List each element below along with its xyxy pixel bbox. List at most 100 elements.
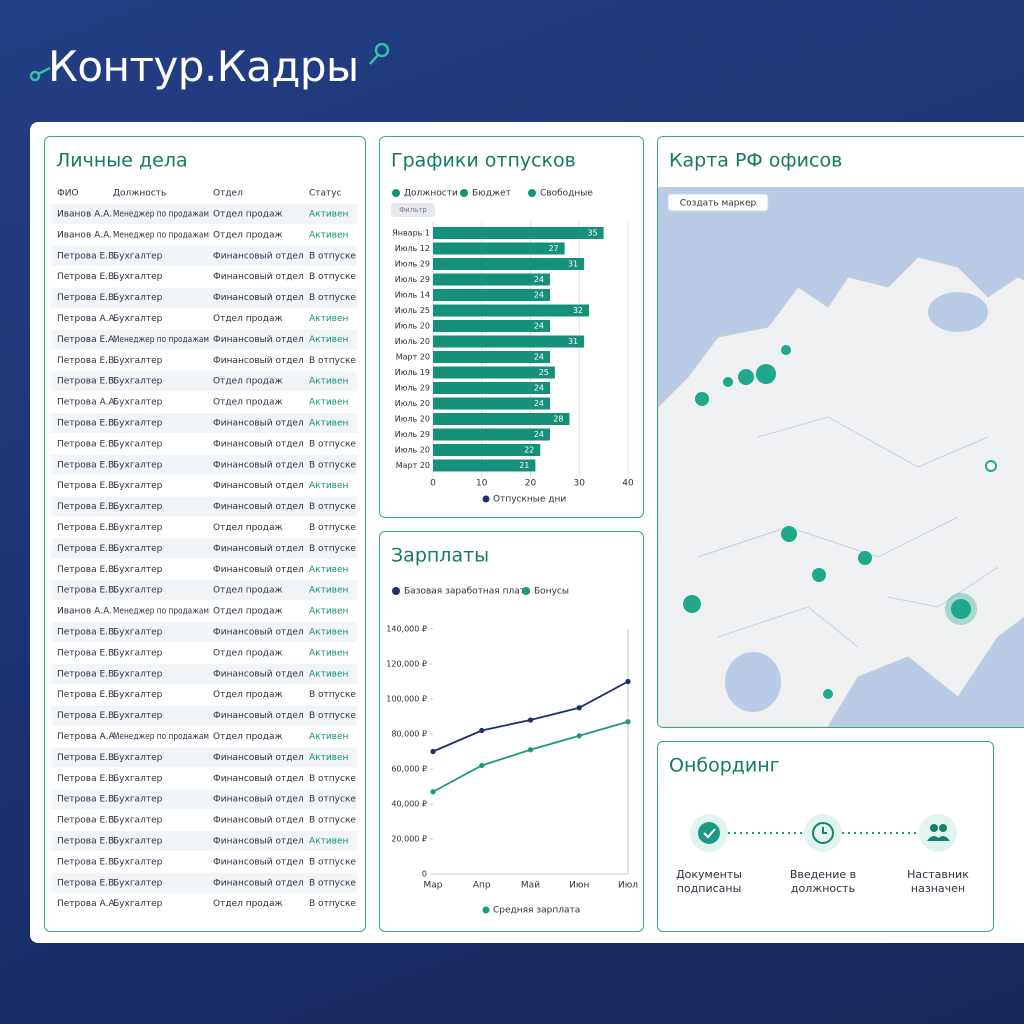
logo: Контур.Кадры bbox=[48, 42, 359, 91]
cell: Отдел продаж bbox=[213, 899, 283, 909]
map-button[interactable] bbox=[667, 193, 769, 212]
cell: Отдел продаж bbox=[213, 230, 283, 240]
cell: Петрова Е.В. bbox=[57, 251, 117, 261]
x-axis-label: Отпускные дни bbox=[493, 495, 566, 505]
cell: Петрова Е.В. bbox=[57, 272, 117, 282]
cell: Активен bbox=[309, 753, 349, 763]
marker bbox=[723, 377, 733, 387]
cell: В отпуске bbox=[309, 502, 356, 512]
cell: Отдел продаж bbox=[213, 377, 283, 387]
y-tick-label: Март 20 bbox=[396, 353, 430, 362]
caption-dot bbox=[482, 906, 490, 914]
legend-label: Свободные bbox=[540, 189, 593, 199]
cell: Активен bbox=[309, 230, 349, 240]
cell: Петрова Е.В. bbox=[57, 586, 117, 596]
filter-button[interactable] bbox=[391, 203, 435, 217]
cell: Активен bbox=[309, 335, 349, 345]
cell: В отпуске bbox=[309, 711, 356, 721]
onboarding-panel: Онбординг Документы подписаны Введение в до… bbox=[657, 741, 994, 932]
cell: В отпуске bbox=[309, 899, 356, 909]
cell: Отдел продаж bbox=[213, 314, 283, 324]
x-tick-label: 0 bbox=[430, 479, 436, 489]
cell: Финансовый отдел bbox=[213, 419, 304, 429]
cell: Петрова А.А. bbox=[57, 314, 117, 324]
legend-label: Бонусы bbox=[534, 587, 569, 597]
y-tick-label: Июль 19 bbox=[395, 368, 430, 377]
marker bbox=[812, 568, 826, 582]
map-button-label[interactable]: Создать маркер bbox=[680, 199, 757, 209]
map: Карта РФ офисов Создать маркер bbox=[658, 150, 1024, 727]
bar bbox=[433, 428, 550, 441]
cell: Менеджер по продажам bbox=[113, 210, 209, 220]
y-tick-label: Март 20 bbox=[396, 461, 430, 470]
cell: Финансовый отдел bbox=[213, 502, 304, 512]
map-panel: Карта РФ офисов Создать маркер bbox=[657, 136, 1024, 728]
cell: В отпуске bbox=[309, 293, 356, 303]
marker bbox=[683, 595, 701, 613]
cell: Иванов А.А. bbox=[57, 230, 112, 240]
legend-label: Базовая заработная плата bbox=[404, 587, 531, 597]
x-tick-label: 40 bbox=[622, 479, 634, 489]
x-tick-label: Июл bbox=[618, 881, 638, 891]
row-stripe bbox=[51, 413, 357, 433]
cell: Отдел продаж bbox=[213, 523, 283, 533]
cell: В отпуске bbox=[309, 356, 356, 366]
clock bbox=[812, 822, 834, 844]
cell: Бухгалтер bbox=[113, 774, 163, 784]
cell: Петрова Е.В. bbox=[57, 816, 117, 826]
y-tick-label: 80,000 ₽ bbox=[391, 730, 427, 739]
data-label: 24 bbox=[534, 322, 544, 331]
cell: Бухгалтер bbox=[113, 439, 163, 449]
row-stripe bbox=[51, 454, 357, 475]
marker bbox=[858, 551, 872, 565]
cell: Менеджер по продажам bbox=[113, 732, 209, 742]
cell: Бухгалтер bbox=[113, 669, 163, 679]
legend-swatch bbox=[460, 189, 468, 197]
bar bbox=[433, 227, 604, 239]
data-label: 24 bbox=[534, 384, 544, 393]
data-label: 24 bbox=[534, 291, 544, 300]
cell: Петрова Е.В. bbox=[57, 293, 117, 303]
y-tick-label: Июль 12 bbox=[395, 244, 430, 253]
cell: Отдел продаж bbox=[213, 210, 283, 220]
cell: Менеджер по продажам bbox=[113, 335, 209, 345]
bar bbox=[433, 413, 570, 425]
clock-hands bbox=[822, 827, 827, 834]
point bbox=[430, 789, 436, 795]
point bbox=[527, 747, 534, 753]
cell: Петрова Е.В. bbox=[57, 460, 117, 470]
cell: Активен bbox=[309, 481, 349, 491]
data-label: 27 bbox=[548, 244, 558, 253]
cell: Отдел продаж bbox=[213, 732, 283, 742]
step-label: Введение в должность bbox=[790, 868, 856, 895]
cell: Бухгалтер bbox=[113, 690, 163, 700]
cell: Активен bbox=[309, 419, 349, 429]
y-tick-label: Июль 29 bbox=[395, 384, 430, 393]
data-label: 31 bbox=[568, 260, 578, 269]
marker bbox=[781, 345, 791, 355]
data-label: 22 bbox=[524, 446, 534, 455]
step-label: Наставник назначен bbox=[907, 868, 969, 895]
step-icon bbox=[698, 822, 720, 844]
caption-dot bbox=[482, 495, 490, 503]
cell: Финансовый отдел bbox=[213, 335, 304, 345]
cell: Бухгалтер bbox=[113, 816, 163, 826]
y-tick-label: Июль 29 bbox=[395, 430, 430, 439]
y-tick-label: 40,000 ₽ bbox=[391, 800, 427, 809]
cell: Отдел продаж bbox=[213, 648, 283, 658]
column-header: Статус bbox=[309, 189, 342, 199]
cell: Бухгалтер bbox=[113, 648, 163, 658]
cell: Бухгалтер bbox=[113, 460, 163, 470]
cell: Петрова Е.В. bbox=[57, 523, 117, 533]
row-stripe bbox=[51, 580, 357, 601]
legend-swatch bbox=[392, 587, 400, 595]
cell: Бухгалтер bbox=[113, 899, 163, 909]
cell: Петрова А.А. bbox=[57, 899, 117, 909]
cell: Бухгалтер bbox=[113, 837, 163, 847]
cell: Бухгалтер bbox=[113, 565, 163, 575]
cell: Финансовый отдел bbox=[213, 460, 304, 470]
cell: Петрова Е.В. bbox=[57, 753, 117, 763]
row-stripe bbox=[51, 371, 357, 392]
cell: В отпуске bbox=[309, 251, 356, 261]
